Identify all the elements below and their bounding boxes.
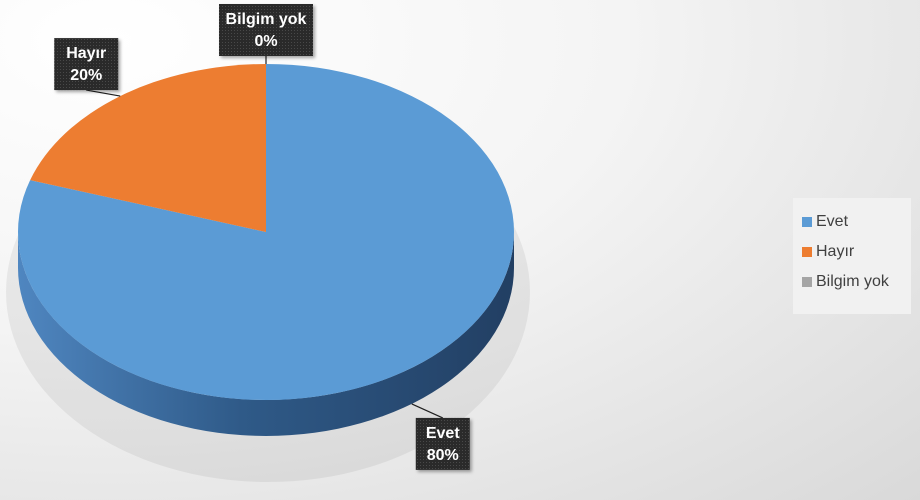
data-label-category-evet: Evet bbox=[426, 425, 460, 442]
data-label-category-hayir: Hayır bbox=[66, 45, 106, 62]
legend-swatch-bilgim-yok bbox=[802, 277, 812, 287]
pie-slice-evet bbox=[18, 64, 515, 400]
data-label-value-evet: 80% bbox=[427, 447, 459, 464]
pie-side bbox=[18, 232, 514, 436]
data-label-box-evet bbox=[415, 417, 470, 470]
legend-item-evet: Evet bbox=[802, 207, 911, 237]
data-label-value-hayir: 20% bbox=[70, 67, 102, 84]
pie-top bbox=[18, 64, 515, 400]
legend-label-bilgim-yok: Bilgim yok bbox=[816, 273, 889, 290]
legend-label-evet: Evet bbox=[816, 213, 849, 230]
leader-line-hayir bbox=[86, 89, 121, 97]
data-label-box-bilgim-yok bbox=[219, 4, 313, 56]
data-label-box-hayir bbox=[54, 38, 119, 91]
data-label-category-bilgim-yok: Bilgim yok bbox=[226, 11, 307, 28]
legend-item-bilgim-yok: Bilgim yok bbox=[802, 267, 911, 297]
legend-swatch-hayir bbox=[802, 247, 812, 257]
leader-line-evet bbox=[411, 403, 444, 419]
data-labels: Evet 80% Hayır 20% Bilgim yok 0% bbox=[54, 4, 470, 470]
legend-label-hayir: Hayır bbox=[816, 243, 855, 260]
pie-slice-hayir bbox=[30, 64, 266, 232]
pie-side-evet bbox=[18, 232, 514, 436]
legend: Evet Hayır Bilgim yok bbox=[793, 198, 911, 314]
data-label-value-bilgim-yok: 0% bbox=[254, 33, 277, 50]
legend-item-hayir: Hayır bbox=[802, 237, 911, 267]
legend-swatch-evet bbox=[802, 217, 812, 227]
